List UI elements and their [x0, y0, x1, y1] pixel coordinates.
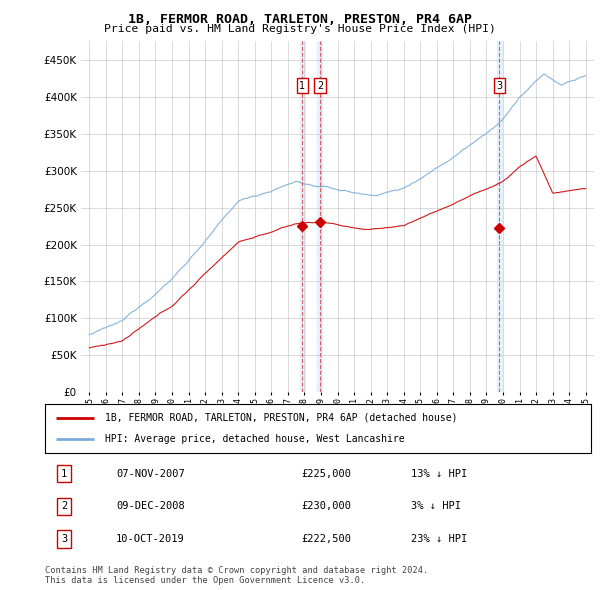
Text: 13% ↓ HPI: 13% ↓ HPI: [411, 468, 467, 478]
Text: 1B, FERMOR ROAD, TARLETON, PRESTON, PR4 6AP: 1B, FERMOR ROAD, TARLETON, PRESTON, PR4 …: [128, 13, 472, 26]
Bar: [497, 41, 502, 392]
Text: 2: 2: [317, 81, 323, 91]
Text: Price paid vs. HM Land Registry's House Price Index (HPI): Price paid vs. HM Land Registry's House …: [104, 24, 496, 34]
Text: 2: 2: [61, 502, 67, 511]
Text: £222,500: £222,500: [302, 534, 352, 544]
Text: 3: 3: [496, 81, 502, 91]
Text: 1: 1: [299, 81, 305, 91]
Text: 3% ↓ HPI: 3% ↓ HPI: [411, 502, 461, 511]
Bar: [317, 41, 322, 392]
Text: HPI: Average price, detached house, West Lancashire: HPI: Average price, detached house, West…: [105, 434, 404, 444]
Text: 1B, FERMOR ROAD, TARLETON, PRESTON, PR4 6AP (detached house): 1B, FERMOR ROAD, TARLETON, PRESTON, PR4 …: [105, 412, 458, 422]
Text: Contains HM Land Registry data © Crown copyright and database right 2024.
This d: Contains HM Land Registry data © Crown c…: [45, 566, 428, 585]
Text: £230,000: £230,000: [302, 502, 352, 511]
Text: 1: 1: [61, 468, 67, 478]
Text: 23% ↓ HPI: 23% ↓ HPI: [411, 534, 467, 544]
Text: 07-NOV-2007: 07-NOV-2007: [116, 468, 185, 478]
Text: 3: 3: [61, 534, 67, 544]
Bar: [299, 41, 305, 392]
Text: 09-DEC-2008: 09-DEC-2008: [116, 502, 185, 511]
Text: £225,000: £225,000: [302, 468, 352, 478]
Text: 10-OCT-2019: 10-OCT-2019: [116, 534, 185, 544]
